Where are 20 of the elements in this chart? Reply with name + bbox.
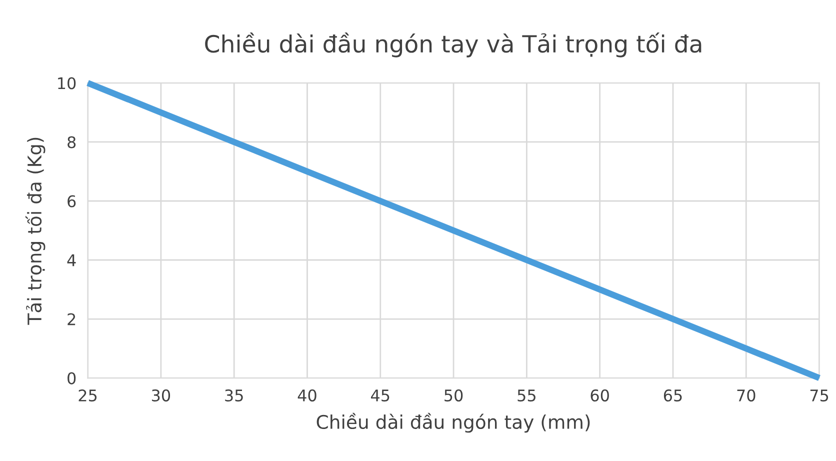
y-tick-label: 8	[68, 136, 76, 148]
x-tick-label: 65	[664, 389, 682, 402]
x-tick-label: 75	[810, 390, 828, 402]
x-tick-label: 30	[152, 389, 170, 402]
x-axis-title: Chiều dài đầu ngón tay (mm)	[316, 412, 590, 433]
x-tick-label: 45	[371, 390, 390, 402]
chart-title: Chiều dài đầu ngón tay và Tải trọng tối đa	[205, 32, 702, 58]
x-tick-label: 50	[444, 389, 463, 402]
x-tick-label: 60	[590, 389, 609, 402]
y-tick-label: 0	[68, 372, 76, 384]
x-tick-label: 70	[737, 389, 756, 402]
x-tick-label: 35	[225, 389, 243, 402]
x-tick-label: 25	[78, 389, 97, 402]
x-tick-label: 55	[518, 390, 536, 402]
y-tick-label: 4	[67, 254, 76, 266]
y-tick-label: 2	[68, 313, 76, 326]
x-tick-label: 40	[298, 389, 316, 402]
y-tick-label: 10	[58, 77, 76, 90]
y-axis-title: Tải trọng tối đa (Kg)	[25, 138, 46, 325]
y-tick-label: 6	[68, 195, 76, 208]
